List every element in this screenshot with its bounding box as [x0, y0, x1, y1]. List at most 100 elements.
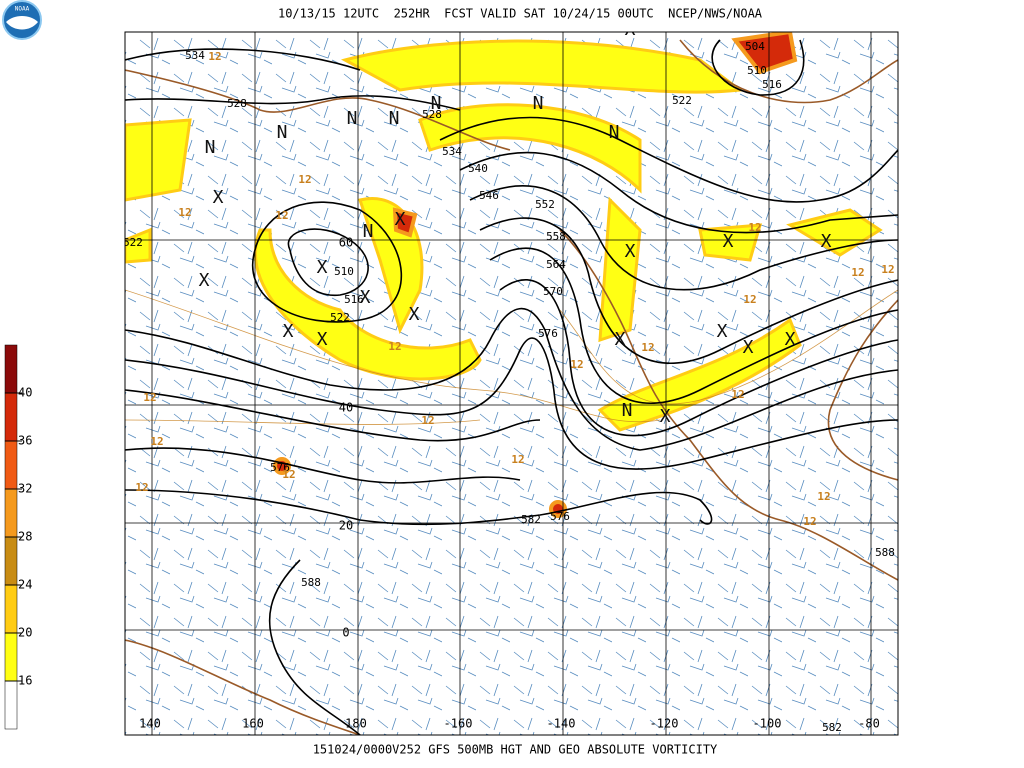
legend-label: 40 — [18, 386, 32, 400]
vorticity-label: 12 — [388, 340, 401, 353]
pressure-marker: N — [205, 137, 216, 158]
vorticity-label: 12 — [881, 263, 894, 276]
map-labels: 534 528 528 534 540 546 552 558 564 570 576 510 516 5… — [123, 19, 895, 734]
height-label: 516 — [344, 293, 364, 306]
legend-swatch — [4, 440, 18, 490]
map-frame — [124, 31, 899, 736]
pressure-marker: X — [317, 329, 328, 350]
legend-swatch — [4, 488, 18, 538]
header-title: 10/13/15 12UTC 252HR FCST VALID SAT 10/2… — [278, 7, 763, 21]
logo-text: NOAA — [15, 6, 30, 13]
height-label: 564 — [546, 258, 566, 271]
vorticity-label: 12 — [803, 515, 816, 528]
pressure-marker: N — [533, 93, 544, 114]
longitude-label: 180 — [345, 717, 367, 731]
vorticity-label: 12 — [298, 173, 311, 186]
pressure-marker: N — [609, 122, 620, 143]
vorticity-maxima — [273, 32, 798, 518]
height-label: 582 — [521, 513, 541, 526]
height-label: 546 — [479, 189, 499, 202]
height-label: 504 — [745, 40, 765, 53]
vorticity-shading — [125, 39, 883, 432]
pressure-marker: X — [199, 270, 210, 291]
height-label: 522 — [330, 311, 350, 324]
longitude-label: 140 — [139, 717, 161, 731]
pressure-marker: X — [785, 329, 796, 350]
height-label: 570 — [543, 285, 563, 298]
pressure-marker: X — [743, 337, 754, 358]
height-label: 516 — [762, 78, 782, 91]
height-label: 576 — [550, 510, 570, 523]
height-label: 510 — [334, 265, 354, 278]
longitude-label: -100 — [753, 717, 782, 731]
map-area: 534 528 528 534 540 546 552 558 564 570 576 510 516 5… — [123, 19, 898, 735]
vorticity-label: 12 — [421, 414, 434, 427]
height-label: 558 — [546, 230, 566, 243]
vorticity-label: 12 — [641, 341, 654, 354]
height-label: 576 — [538, 327, 558, 340]
legend: 40 36 32 28 24 20 16 — [4, 344, 32, 730]
pressure-marker: N — [431, 93, 442, 114]
height-label: 576 — [270, 461, 290, 474]
legend-label: 36 — [18, 434, 32, 448]
legend-swatch — [4, 584, 18, 634]
longitude-label: -120 — [650, 717, 679, 731]
vorticity-label: 12 — [178, 206, 191, 219]
pressure-marker: X — [625, 241, 636, 262]
pressure-marker: X — [283, 321, 294, 342]
height-label: 552 — [535, 198, 555, 211]
pressure-marker: X — [360, 287, 371, 308]
pressure-marker: X — [615, 329, 626, 350]
latitude-label: 40 — [339, 401, 353, 415]
pressure-marker: X — [409, 304, 420, 325]
pressure-marker: X — [660, 406, 671, 427]
height-label: 522 — [123, 236, 143, 249]
vorticity-label: 12 — [135, 481, 148, 494]
legend-swatch — [4, 536, 18, 586]
longitude-label: -80 — [858, 717, 880, 731]
height-label: 534 — [442, 145, 462, 158]
vorticity-label: 12 — [282, 468, 295, 481]
logo: NOAA — [2, 0, 42, 40]
vorticity-label: 12 — [511, 453, 524, 466]
height-label: 522 — [672, 94, 692, 107]
graticule — [125, 32, 898, 735]
longitude-label: -160 — [444, 717, 473, 731]
height-label: 534 — [185, 49, 205, 62]
pressure-marker: N — [622, 400, 633, 421]
pressure-marker: X — [723, 231, 734, 252]
latitude-label: 60 — [339, 236, 353, 250]
axes-labels: 140 160 180 -160 -140 -120 -100 -80 60 40 20 0 — [139, 236, 880, 731]
height-label: 588 — [301, 576, 321, 589]
pressure-marker: X — [213, 187, 224, 208]
vorticity-label: 12 — [208, 50, 221, 63]
pressure-marker: X — [395, 209, 406, 230]
height-label: 528 — [422, 108, 442, 121]
legend-label: 20 — [18, 626, 32, 640]
longitude-label: -140 — [547, 717, 576, 731]
legend-swatch — [4, 680, 18, 730]
footer-caption: 151024/0000V252 GFS 500MB HGT AND GEO AB… — [313, 743, 718, 757]
legend-swatch — [4, 632, 18, 682]
legend-label: 32 — [18, 482, 32, 496]
pressure-marker: N — [363, 221, 374, 242]
height-label: 528 — [227, 97, 247, 110]
vorticity-label: 12 — [731, 388, 744, 401]
height-label: 582 — [822, 721, 842, 734]
legend-label: 28 — [18, 530, 32, 544]
vorticity-label: 12 — [570, 358, 583, 371]
pressure-marker: X — [317, 257, 328, 278]
pressure-marker: X — [821, 231, 832, 252]
legend-swatch — [4, 392, 18, 442]
latitude-label: 20 — [339, 519, 353, 533]
pressure-marker: N — [277, 122, 288, 143]
height-label: 588 — [875, 546, 895, 559]
vorticity-label: 12 — [817, 490, 830, 503]
pressure-marker: X — [625, 19, 636, 40]
pressure-marker: N — [347, 108, 358, 129]
pressure-marker: X — [717, 321, 728, 342]
height-label: 540 — [468, 162, 488, 175]
vorticity-label: 12 — [275, 209, 288, 222]
longitude-label: 160 — [242, 717, 264, 731]
